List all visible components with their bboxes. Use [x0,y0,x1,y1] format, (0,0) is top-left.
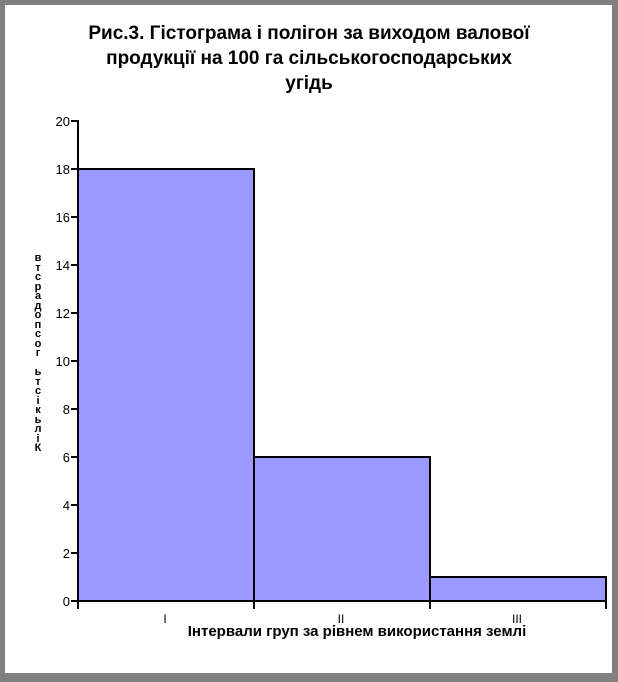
x-tick [77,600,79,609]
chart-title-line: Рис.3. Гістограма і полігон за виходом в… [88,23,530,44]
histogram-bar-1 [77,168,255,602]
x-axis-line [77,600,607,602]
y-tick-label: 4 [62,498,70,513]
y-axis-line [77,120,79,602]
x-category-label-1: І [163,612,167,626]
y-tick-label: 20 [55,114,70,129]
y-tick [71,120,77,122]
histogram-bar-2 [253,456,431,602]
y-tick-label: 14 [55,258,70,273]
x-axis-label: Інтервали груп за рівнем використання зе… [187,623,527,640]
y-tick [71,168,77,170]
y-tick-label: 18 [55,162,70,177]
y-tick [71,600,77,602]
y-tick-label: 10 [55,354,70,369]
y-tick [71,504,77,506]
x-tick [605,600,607,609]
y-tick [71,360,77,362]
x-tick [429,600,431,609]
histogram-bar-3 [429,576,607,602]
x-tick [253,600,255,609]
y-tick-label: 8 [62,402,70,417]
y-tick-label: 0 [62,594,70,609]
y-tick [71,552,77,554]
y-tick-label: 12 [55,306,70,321]
y-tick [71,264,77,266]
y-tick-label: 16 [55,210,70,225]
y-tick [71,408,77,410]
y-tick [71,456,77,458]
chart-title-line: продукції на 100 га сільськогосподарськи… [106,48,512,69]
chart-title: Рис.3. Гістограма і полігон за виходом в… [0,21,618,96]
y-tick-label: 2 [62,546,70,561]
x-category-label-3: ІІІ [511,612,522,626]
y-tick [71,216,77,218]
y-axis-label: в т с р а д о п с о г ь т с і к ь л і К [34,252,42,454]
chart-title-line: угідь [285,73,333,94]
y-tick-label: 6 [62,450,70,465]
x-category-label-2: ІІ [337,612,345,626]
y-tick [71,312,77,314]
